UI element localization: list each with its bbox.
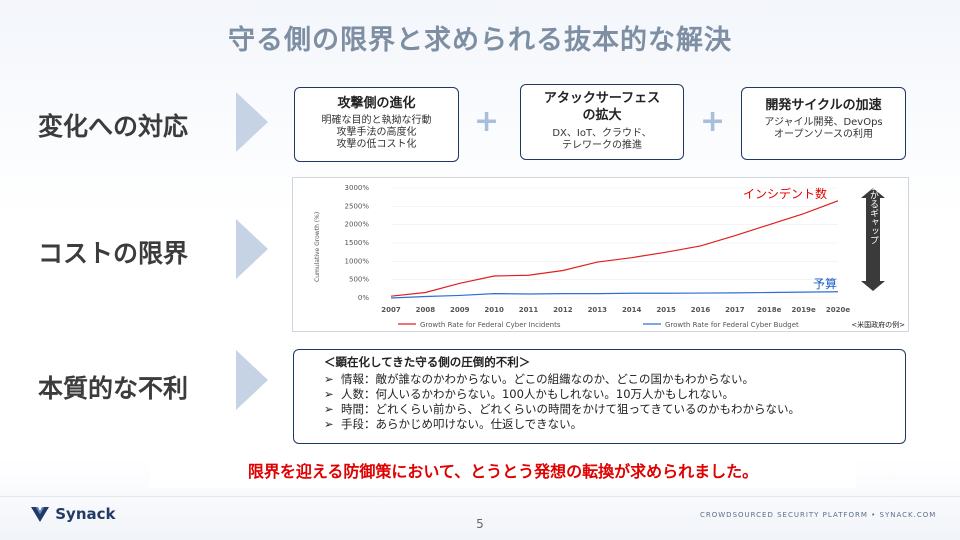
disadvantage-box: ＜顕在化してきた守る側の圧倒的不利＞ ➢ 情報：敵が誰なのかわからない。どこの組… bbox=[293, 349, 906, 444]
section-label-change: 変化への対応 bbox=[38, 112, 189, 141]
incidents-annotation: インシデント数 bbox=[743, 186, 827, 201]
legend-label: Growth Rate for Federal Cyber Budget bbox=[665, 321, 799, 329]
x-tick-label: 2007 bbox=[381, 306, 401, 314]
change-box-line: 攻撃の低コスト化 bbox=[336, 139, 417, 150]
y-tick-label: 1000% bbox=[345, 257, 370, 265]
growth-chart-svg: 0% 500% 1000% 1500% 2000% 2500% 3000% 2007 2008… bbox=[314, 180, 905, 329]
footer-tagline: CROWDSOURCED SECURITY PLATFORM • SYNACK.… bbox=[700, 511, 937, 519]
section-label-essential: 本質的な不利 bbox=[38, 374, 189, 403]
y-tick-label: 2000% bbox=[345, 221, 370, 229]
change-box-attack-surface: アタックサーフェス の拡大 DX、IoT、クラウド、 テレワークの推進 bbox=[520, 84, 684, 160]
x-tick-label: 2009 bbox=[450, 306, 470, 314]
disadvantage-heading: ＜顕在化してきた守る側の圧倒的不利＞ bbox=[324, 355, 531, 369]
footer-divider bbox=[0, 496, 960, 497]
y-tick-label: 3000% bbox=[345, 184, 370, 192]
gap-arrow-icon bbox=[861, 188, 885, 291]
logo-text: Synack bbox=[55, 505, 116, 523]
change-box-heading: アタックサーフェス の拡大 bbox=[543, 91, 661, 123]
series-line-budget bbox=[390, 291, 839, 299]
y-tick-label: 0% bbox=[358, 294, 369, 302]
change-box-heading: 攻撃側の進化 bbox=[337, 96, 416, 111]
arrow-bullet-icon: ➢ bbox=[324, 372, 334, 386]
chevron-right-icon bbox=[236, 350, 268, 410]
y-axis-label: Cumulative Growth (%) bbox=[314, 212, 321, 282]
x-tick-label: 2013 bbox=[588, 306, 608, 314]
x-tick-label: 2018e bbox=[757, 306, 781, 314]
disadvantage-list: ➢ 情報：敵が誰なのかわからない。どこの組織なのか、どこの国かもわからない。 ➢… bbox=[324, 372, 800, 432]
x-tick-label: 2019e bbox=[791, 306, 815, 314]
list-item: ➢ 手段：あらかじめ叩けない。仕返しできない。 bbox=[324, 417, 583, 431]
list-item: ➢ 情報：敵が誰なのかわからない。どこの組織なのか、どこの国かもわからない。 bbox=[324, 372, 755, 386]
x-tick-label: 2020e bbox=[826, 306, 850, 314]
gap-annotation: 広がるギャップ bbox=[868, 180, 879, 244]
x-tick-label: 2015 bbox=[656, 306, 676, 314]
growth-chart: 0% 500% 1000% 1500% 2000% 2500% 3000% 2007 2008… bbox=[292, 177, 909, 332]
change-box-dev-cycle: 開発サイクルの加速 アジャイル開発、DevOps オープンソースの利用 bbox=[741, 87, 906, 160]
change-box-line: 明確な目的と執拗な行動 bbox=[321, 115, 432, 126]
x-tick-label: 2012 bbox=[553, 306, 573, 314]
arrow-bullet-icon: ➢ bbox=[324, 417, 334, 431]
legend-label: Growth Rate for Federal Cyber Incidents bbox=[420, 321, 561, 329]
series-line-incidents bbox=[390, 200, 839, 297]
y-tick-label: 500% bbox=[349, 276, 369, 284]
y-tick-label: 2500% bbox=[345, 202, 370, 210]
list-item: ➢ 人数：何人いるかわからない。100人かもしれない。10万人かもしれない。 bbox=[324, 387, 735, 401]
synack-logo: Synack bbox=[30, 505, 115, 523]
section-label-cost: コストの限界 bbox=[38, 239, 189, 268]
change-box-line: 攻撃手法の高度化 bbox=[336, 127, 417, 138]
x-tick-label: 2016 bbox=[691, 306, 711, 314]
x-tick-label: 2011 bbox=[519, 306, 539, 314]
change-box-line: アジャイル開発、DevOps bbox=[764, 117, 883, 128]
x-tick-label: 2014 bbox=[622, 306, 642, 314]
chevron-right-icon bbox=[236, 92, 268, 152]
arrow-bullet-icon: ➢ bbox=[324, 402, 334, 416]
change-box-heading: 開発サイクルの加速 bbox=[765, 98, 882, 113]
page-title: 守る側の限界と求められる抜本的な解決 bbox=[228, 25, 732, 56]
change-box-line: DX、IoT、クラウド、 bbox=[552, 128, 652, 139]
synack-logo-icon bbox=[31, 507, 49, 522]
source-note: <米国政府の例> bbox=[851, 320, 905, 329]
plus-icon: + bbox=[474, 104, 500, 139]
chevron-right-icon bbox=[236, 219, 268, 279]
conclusion-banner: 限界を迎える防御策において、とうとう発想の転換が求められました。 bbox=[150, 455, 856, 488]
change-box-line: オープンソースの利用 bbox=[774, 129, 873, 140]
budget-annotation: 予算 bbox=[813, 276, 837, 291]
x-tick-label: 2010 bbox=[484, 306, 504, 314]
x-tick-label: 2008 bbox=[416, 306, 436, 314]
arrow-bullet-icon: ➢ bbox=[324, 387, 334, 401]
change-box-line: テレワークの推進 bbox=[562, 140, 642, 151]
y-tick-label: 1500% bbox=[345, 239, 370, 247]
list-item: ➢ 時間：どれくらい前から、どれくらいの時間をかけて狙ってきているのかもわからな… bbox=[324, 402, 801, 416]
change-box-attacker: 攻撃側の進化 明確な目的と執拗な行動 攻撃手法の高度化 攻撃の低コスト化 bbox=[294, 87, 459, 162]
x-tick-label: 2017 bbox=[725, 306, 745, 314]
plus-icon: + bbox=[700, 104, 726, 139]
page-number: 5 bbox=[476, 517, 484, 531]
